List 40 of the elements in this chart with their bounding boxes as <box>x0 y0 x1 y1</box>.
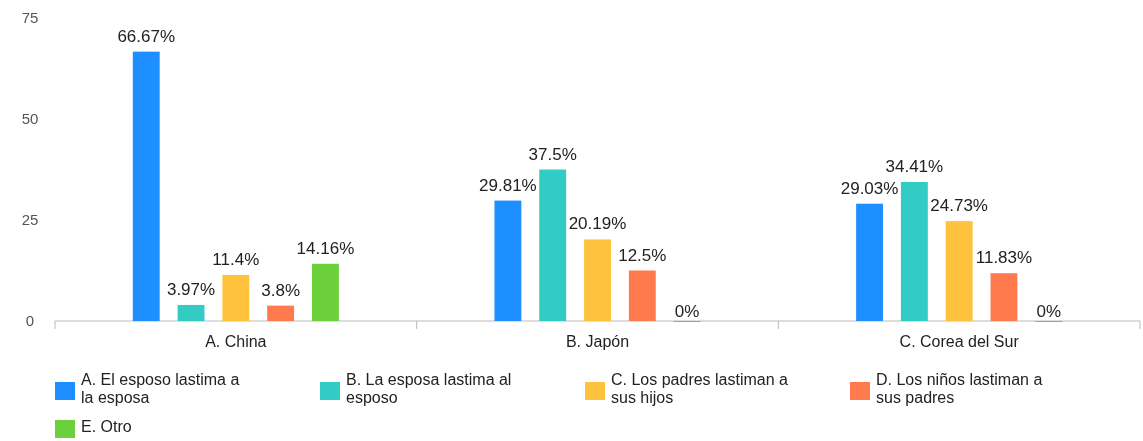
y-tick-label: 75 <box>21 9 39 27</box>
bar <box>856 203 884 321</box>
data-label: 20.19% <box>568 214 627 234</box>
bar <box>311 263 339 321</box>
x-tick-label: C. Corea del Sur <box>899 333 1020 350</box>
bar <box>494 200 522 321</box>
bar <box>132 51 160 321</box>
y-tick-label: 25 <box>21 211 39 229</box>
bar <box>267 305 295 321</box>
bar <box>900 181 928 321</box>
data-label: 37.5% <box>528 144 577 164</box>
x-tick-label: B. Japón <box>565 333 630 350</box>
legend-label: D. Los niños lastiman a sus padres <box>876 371 1043 407</box>
data-label: 29.03% <box>840 178 899 198</box>
data-label: 29.81% <box>479 175 537 195</box>
bar <box>222 274 250 321</box>
data-label: 0% <box>674 302 700 321</box>
data-label: 14.16% <box>296 238 355 258</box>
data-label: 3.97% <box>166 279 216 299</box>
bar <box>177 304 205 321</box>
y-tick-label: 0 <box>25 312 35 330</box>
bar <box>584 239 611 321</box>
data-label: 12.5% <box>618 245 667 265</box>
legend-label: E. Otro <box>81 418 132 436</box>
bar <box>945 221 973 321</box>
data-label: 11.4% <box>212 249 260 269</box>
data-label: 3.8% <box>261 280 301 300</box>
data-label: 11.83% <box>975 248 1033 268</box>
data-label: 0% <box>1036 302 1062 321</box>
bar <box>628 270 656 321</box>
bar <box>990 273 1018 321</box>
data-label: 24.73% <box>930 196 988 216</box>
y-tick-label: 50 <box>21 110 39 128</box>
legend-label: C. Los padres lastiman a sus hijos <box>611 371 789 407</box>
bar <box>539 169 567 321</box>
legend-label: A. El esposo lastima a la esposa <box>81 371 240 407</box>
data-label: 66.67% <box>117 26 176 46</box>
x-tick-label: A. China <box>205 333 267 350</box>
data-label: 34.41% <box>885 156 944 176</box>
legend-label: B. La esposa lastima al esposo <box>346 371 512 407</box>
